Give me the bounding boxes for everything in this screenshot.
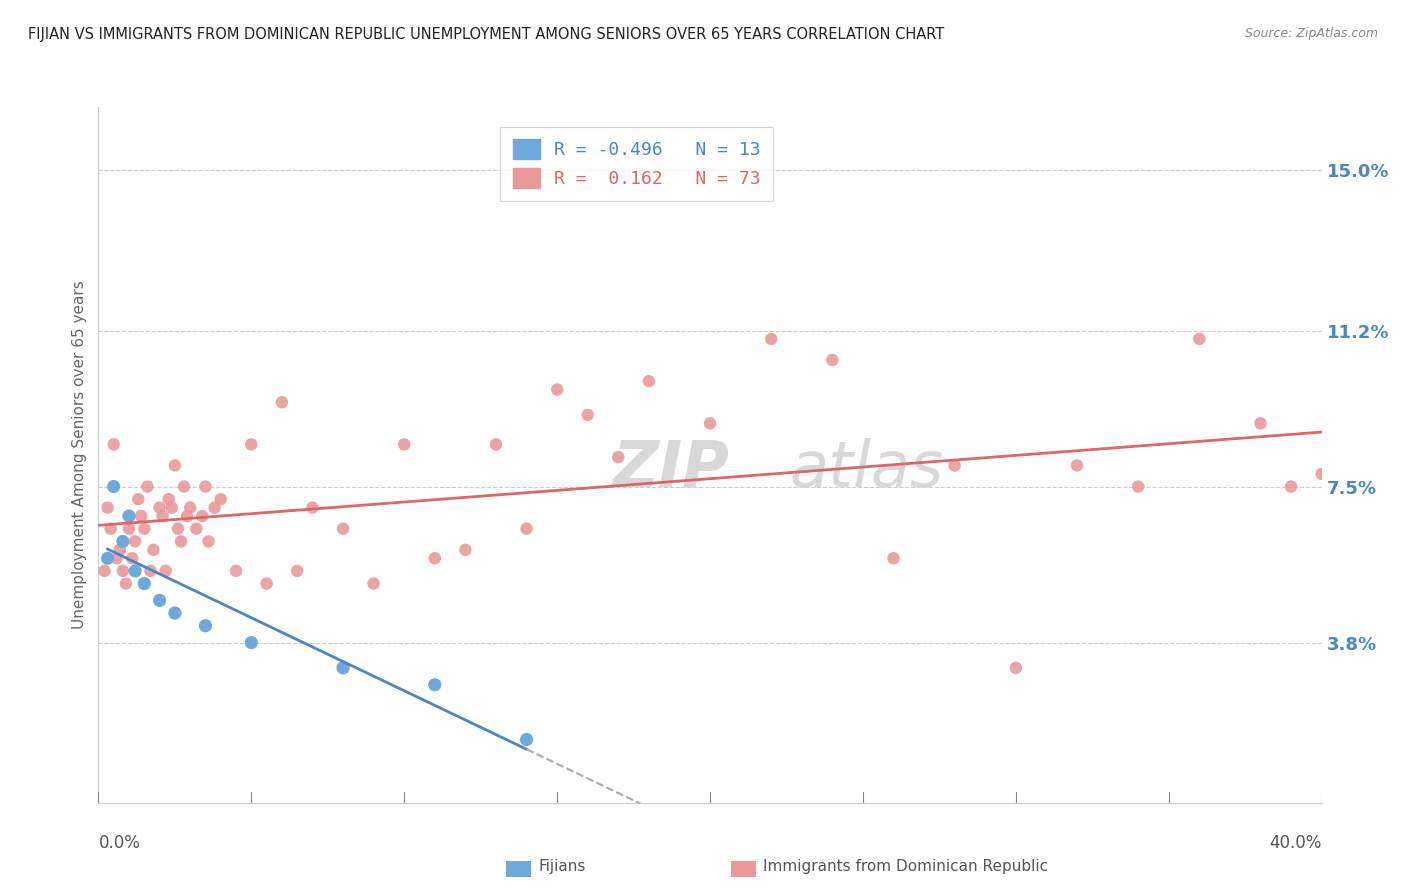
Point [160,500,183,515]
Point [454,542,477,557]
Point [256,576,278,591]
Point [1279,479,1302,493]
Point [121,551,143,566]
Point [139,564,162,578]
Text: 0.0%: 0.0% [98,834,141,852]
Point [240,437,263,451]
Point [97,500,120,515]
Legend: R = -0.496   N = 13, R =  0.162   N = 73: R = -0.496 N = 13, R = 0.162 N = 73 [501,127,773,201]
Point [1128,479,1150,493]
Point [332,522,354,536]
Point [1310,467,1333,481]
Point [129,509,152,524]
Point [516,732,538,747]
Point [285,564,308,578]
Point [152,509,174,524]
Point [142,542,165,557]
Point [134,576,156,591]
Point [97,551,120,566]
Point [155,564,177,578]
Text: ZIP: ZIP [612,438,730,500]
Point [392,437,416,451]
Point [179,500,201,515]
Point [111,534,134,549]
Point [163,458,186,473]
Y-axis label: Unemployment Among Seniors over 65 years: Unemployment Among Seniors over 65 years [72,281,87,629]
Point [699,417,721,431]
Point [546,383,568,397]
Point [240,635,263,649]
Text: Source: ZipAtlas.com: Source: ZipAtlas.com [1244,27,1378,40]
Text: atlas: atlas [790,438,943,500]
Text: Immigrants from Dominican Republic: Immigrants from Dominican Republic [763,859,1049,873]
Point [118,509,141,524]
Text: 40.0%: 40.0% [1270,834,1322,852]
Point [423,551,446,566]
Point [157,492,180,507]
Point [225,564,247,578]
Point [301,500,323,515]
Text: FIJIAN VS IMMIGRANTS FROM DOMINICAN REPUBLIC UNEMPLOYMENT AMONG SENIORS OVER 65 : FIJIAN VS IMMIGRANTS FROM DOMINICAN REPU… [28,27,945,42]
Point [191,509,214,524]
Point [209,492,232,507]
Point [103,479,125,493]
Point [761,332,783,346]
Point [883,551,905,566]
Point [170,534,193,549]
Point [485,437,508,451]
Point [194,618,217,632]
Point [167,522,190,536]
Point [194,479,217,493]
Point [516,522,538,536]
Point [1188,332,1211,346]
Point [115,576,138,591]
Point [124,534,146,549]
Point [111,564,134,578]
Point [638,374,661,388]
Point [1250,417,1272,431]
Point [363,576,385,591]
Point [127,492,149,507]
Point [173,479,195,493]
Point [136,479,159,493]
Point [270,395,294,409]
Point [204,500,226,515]
Point [821,353,844,368]
Point [134,522,156,536]
Point [576,408,599,422]
Point [103,437,125,451]
Text: Fijians: Fijians [538,859,586,873]
Point [176,509,198,524]
Point [163,606,186,620]
Point [118,522,141,536]
Point [1004,661,1026,675]
Point [423,678,446,692]
Point [108,542,131,557]
Point [186,522,208,536]
Point [105,551,128,566]
Point [93,564,115,578]
Point [943,458,966,473]
Point [332,661,354,675]
Point [197,534,219,549]
Point [124,564,146,578]
Point [607,450,630,464]
Point [1066,458,1088,473]
Point [149,500,172,515]
Point [100,522,122,536]
Point [149,593,172,607]
